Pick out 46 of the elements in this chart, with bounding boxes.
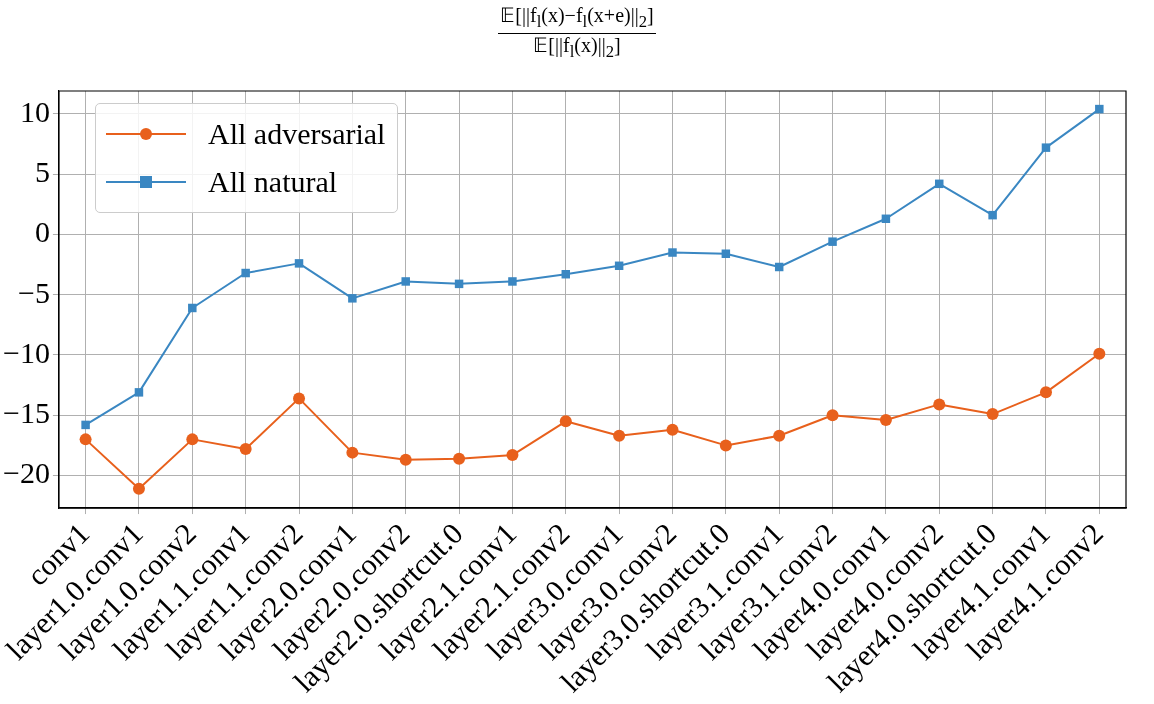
point [986,408,999,421]
y-tick-label: −20 [3,456,50,490]
point [1039,386,1052,399]
point [559,415,572,428]
point [828,237,837,246]
y-tick-label: −15 [3,396,50,430]
point [719,439,732,452]
point [988,210,997,220]
point [453,452,466,465]
point [132,482,145,495]
point [826,409,839,422]
point [188,303,197,313]
y-tick-label: −5 [18,275,50,309]
y-tick-label: −10 [3,335,50,369]
point [508,277,517,286]
y-tick-label: 5 [34,155,50,189]
point [346,446,359,459]
point [1093,347,1106,360]
point [506,449,519,462]
chart-subtitle: 𝔼[||f$_{l}$(x)||$_{2}$] [532,34,622,63]
point [348,294,357,303]
point [933,398,946,411]
point [935,179,944,189]
point [239,443,252,456]
point [294,259,304,268]
point [666,423,679,436]
point [399,453,412,466]
point [186,433,199,446]
y-tick-label: 10 [19,94,50,128]
legend-label: All natural [208,165,338,199]
point [1095,104,1104,114]
point [1041,143,1051,152]
point [134,388,144,397]
point [401,277,410,286]
point [293,392,306,405]
point [241,268,250,278]
y-tick-label: 0 [34,215,50,249]
point [879,414,892,427]
legend-label: All adversarial [208,117,386,151]
point [721,249,731,258]
point [613,429,626,442]
point [773,429,786,442]
point [79,433,92,446]
point [668,248,677,257]
chart-title: 𝔼[||f$_{l}$(x)−f$_{l}$(x+e)||$_{2}$] [498,4,656,34]
point [81,420,90,430]
